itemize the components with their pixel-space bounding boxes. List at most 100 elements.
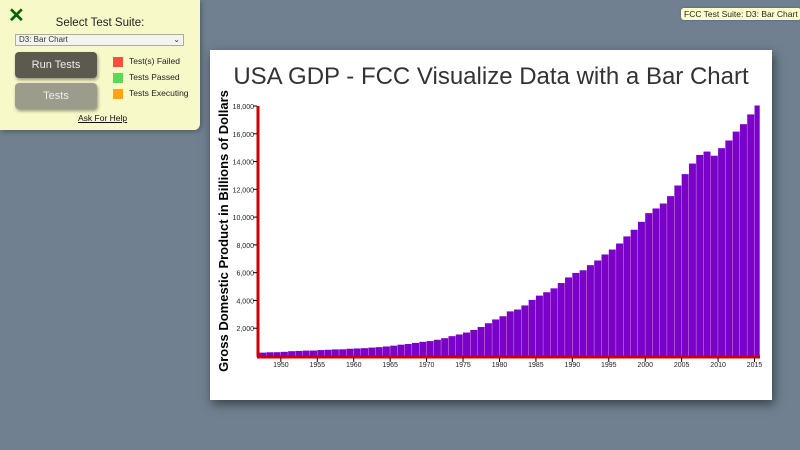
bar (382, 346, 390, 356)
bar (273, 352, 281, 356)
select-suite-label: Select Test Suite: (55, 17, 145, 29)
bar (710, 155, 718, 356)
y-tick-label: 16,000 (233, 132, 255, 139)
bar (295, 350, 303, 356)
bar (310, 350, 317, 356)
bar (557, 283, 565, 356)
bar (652, 208, 660, 356)
bar (499, 316, 507, 356)
bar (484, 323, 492, 356)
bar (426, 341, 434, 356)
bar (506, 311, 514, 356)
bar (565, 277, 573, 356)
bar (353, 348, 361, 356)
bar (404, 344, 412, 356)
bar (455, 334, 463, 356)
bar (492, 319, 500, 356)
bar (368, 347, 376, 356)
bar (725, 140, 733, 356)
bar (477, 327, 485, 356)
bar (601, 254, 609, 356)
y-tick-label: 12,000 (233, 187, 255, 194)
bar (346, 348, 354, 356)
x-tick-label: 2000 (637, 362, 653, 369)
bar (754, 105, 760, 356)
x-tick-label: 1975 (455, 362, 471, 369)
x-tick-label: 1960 (346, 362, 362, 369)
bar (550, 288, 558, 356)
bar (645, 213, 653, 356)
y-tick-label: 8,000 (236, 243, 254, 250)
x-icon[interactable]: ✕ (8, 5, 25, 27)
x-tick-label: 1970 (419, 362, 435, 369)
y-tick-label: 14,000 (233, 160, 255, 167)
bar (681, 174, 689, 356)
bar (616, 243, 624, 356)
bar (747, 114, 755, 356)
test-suite-panel: ✕ Select Test Suite: D3: Bar Chart ⌄ Run… (0, 0, 200, 130)
legend-label: Tests Passed (129, 72, 180, 82)
bar (266, 352, 274, 356)
bar (579, 270, 587, 356)
tests-button[interactable]: Tests (15, 83, 97, 109)
chart-card: USA GDP - FCC Visualize Data with a Bar … (210, 50, 772, 400)
bar (718, 148, 726, 356)
bar (608, 249, 616, 356)
legend-label: Test(s) Failed (129, 56, 181, 66)
bar (390, 345, 398, 356)
x-tick-label: 1965 (382, 362, 398, 369)
bar (259, 352, 266, 356)
bar (688, 163, 696, 356)
y-tick-label: 4,000 (236, 298, 254, 305)
run-tests-button[interactable]: Run Tests (15, 52, 97, 78)
bar (331, 349, 339, 356)
bar (521, 305, 529, 356)
bar (637, 221, 645, 356)
bar (361, 348, 369, 356)
chevron-down-icon: ⌄ (173, 35, 180, 44)
ask-for-help-link[interactable]: Ask For Help (78, 113, 128, 123)
y-tick-label: 6,000 (236, 271, 254, 278)
x-tick-label: 2005 (674, 362, 690, 369)
legend-label: Tests Executing (129, 88, 189, 98)
x-tick-label: 2010 (710, 362, 726, 369)
bar (280, 351, 288, 356)
bar (448, 336, 456, 356)
executing-swatch (113, 89, 123, 99)
bar (470, 329, 478, 356)
bar (630, 229, 638, 356)
y-tick-label: 2,000 (236, 326, 254, 333)
bar (739, 124, 747, 357)
y-tick-label: 10,000 (233, 215, 255, 222)
selected-suite: D3: Bar Chart (19, 35, 68, 44)
bar (732, 131, 740, 356)
x-tick-label: 1955 (310, 362, 326, 369)
x-tick-label: 1995 (601, 362, 617, 369)
bar (543, 292, 551, 356)
x-tick-label: 1950 (273, 362, 289, 369)
bar (703, 151, 711, 356)
bar (302, 350, 310, 356)
bar (696, 154, 704, 356)
bar (339, 349, 347, 356)
bar (667, 196, 675, 356)
x-tick-label: 1980 (492, 362, 508, 369)
bar (514, 309, 522, 356)
bar (317, 350, 325, 356)
bar (433, 339, 441, 356)
bar (586, 265, 594, 356)
bar (441, 338, 449, 356)
bar (419, 341, 427, 356)
y-axis-label: Gross Domestic Product in Billions of Do… (216, 90, 231, 372)
x-tick-label: 2015 (747, 362, 763, 369)
bar-chart: 2,000 4,000 6,000 8,000 10,000 12,000 14,000 16… (216, 90, 763, 372)
bar (594, 260, 602, 356)
test-suite-badge: FCC Test Suite: D3: Bar Chart (681, 8, 800, 20)
bar (659, 203, 667, 356)
passed-swatch (113, 73, 123, 83)
bar (412, 342, 420, 356)
failed-swatch (113, 57, 123, 67)
test-suite-select[interactable]: D3: Bar Chart ⌄ (15, 34, 184, 46)
bar (623, 236, 631, 356)
bar (288, 351, 296, 356)
